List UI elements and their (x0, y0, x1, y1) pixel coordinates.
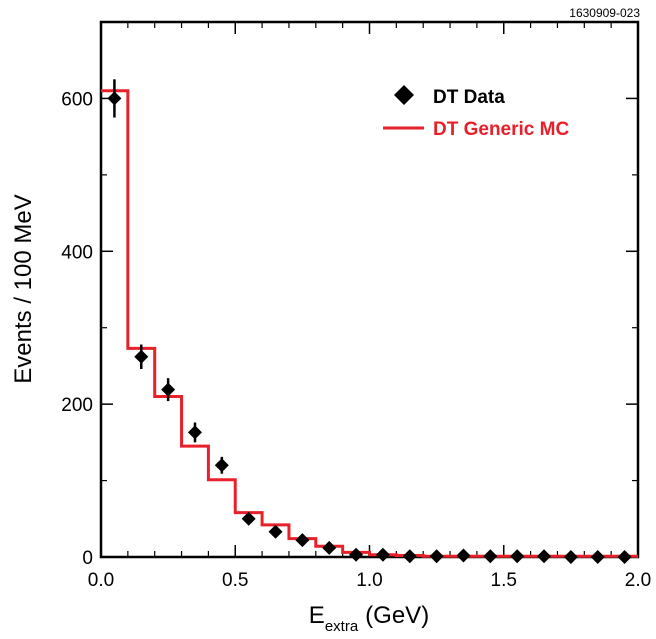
data-marker (483, 549, 498, 564)
data-marker (241, 511, 256, 526)
x-tick-label: 0.5 (222, 570, 248, 591)
data-point (537, 549, 552, 564)
data-marker (322, 540, 337, 555)
data-marker (537, 549, 552, 564)
x-axis-title-main: E (309, 602, 325, 629)
data-point (268, 524, 283, 539)
data-marker (402, 549, 417, 564)
plot-frame (99, 20, 640, 559)
legend-data-label: DT Data (433, 87, 505, 108)
data-points (107, 79, 632, 564)
x-axis-title-sub: extra (325, 618, 359, 635)
data-point (349, 547, 364, 562)
axis-ticks (100, 22, 639, 558)
data-marker (510, 549, 525, 564)
legend: DT Data DT Generic MC (383, 85, 569, 140)
data-marker (617, 550, 632, 564)
y-axis-title: Events / 100 MeV (10, 194, 37, 383)
data-marker (268, 524, 283, 539)
data-point (107, 79, 122, 118)
y-tick-label: 0 (82, 548, 93, 569)
data-marker (295, 533, 310, 548)
x-tick-label: 1.0 (356, 570, 382, 591)
mc-step-histogram (101, 89, 638, 558)
data-point (134, 344, 149, 369)
data-point (375, 547, 390, 562)
y-tick-label: 400 (61, 242, 93, 263)
data-point (456, 548, 471, 563)
data-marker (214, 458, 229, 473)
data-point (322, 540, 337, 555)
data-point (617, 550, 632, 564)
data-point (214, 456, 229, 474)
data-point (295, 533, 310, 548)
data-marker (134, 349, 149, 364)
data-marker (429, 549, 444, 564)
data-marker (161, 382, 176, 397)
x-axis-title-unit: (GeV) (365, 602, 429, 629)
x-axis-title: Eextra (GeV) (309, 602, 429, 635)
data-marker (563, 550, 578, 564)
y-tick-label: 200 (61, 395, 93, 416)
data-marker (187, 425, 202, 440)
data-point (483, 549, 498, 564)
data-point (590, 550, 605, 564)
data-point (510, 549, 525, 564)
data-marker (349, 547, 364, 562)
data-point (402, 549, 417, 564)
data-marker (375, 547, 390, 562)
data-marker (456, 548, 471, 563)
y-tick-label: 600 (61, 89, 93, 110)
data-marker (590, 550, 605, 564)
x-tick-label: 2.0 (625, 570, 651, 591)
data-marker (107, 91, 122, 106)
tick-labels: 0.0 0.5 1.0 1.5 2.0 0 200 400 600 (61, 89, 651, 591)
data-point (161, 378, 176, 402)
legend-mc-label: DT Generic MC (433, 119, 569, 140)
x-tick-label: 1.5 (491, 570, 517, 591)
data-point (187, 422, 202, 443)
data-point (241, 511, 256, 526)
data-point (429, 549, 444, 564)
data-point (563, 550, 578, 564)
figure-id: 1630909-023 (569, 6, 640, 20)
legend-data-marker (394, 85, 414, 105)
x-tick-label: 0.0 (88, 570, 114, 591)
